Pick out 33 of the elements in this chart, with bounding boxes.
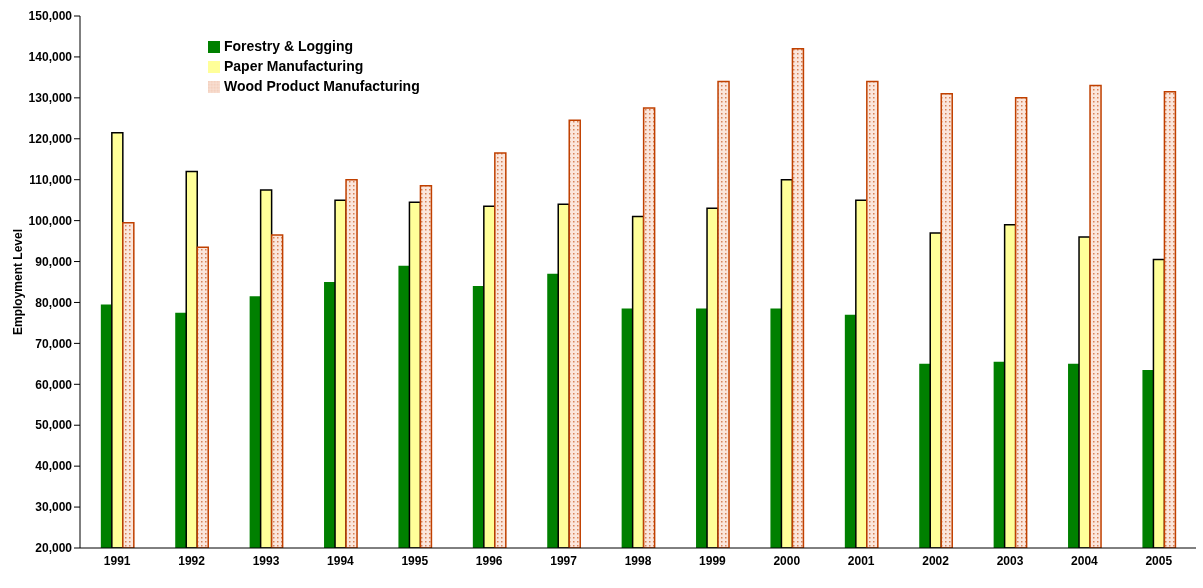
x-tick-label: 2000 <box>773 553 801 568</box>
y-tick-label: 40,000 <box>35 459 73 474</box>
x-tick-label: 1991 <box>103 553 131 568</box>
y-tick-label: 70,000 <box>35 336 73 351</box>
y-tick-label: 130,000 <box>28 91 73 106</box>
y-tick-label: 100,000 <box>28 213 73 228</box>
x-tick-label: 2003 <box>996 553 1024 568</box>
legend-label: Forestry & Logging <box>224 38 354 54</box>
x-tick-label: 1996 <box>475 553 503 568</box>
y-tick-label: 140,000 <box>28 50 73 65</box>
legend-label: Wood Product Manufacturing <box>224 78 420 94</box>
y-axis-title: Employment Level <box>11 228 26 336</box>
x-tick-label: 2004 <box>1071 553 1099 568</box>
y-tick-label: 80,000 <box>35 295 73 310</box>
x-tick-label: 2005 <box>1145 553 1173 568</box>
x-tick-label: 2001 <box>847 553 875 568</box>
y-tick-label: 60,000 <box>35 377 73 392</box>
x-tick-label: 1999 <box>699 553 727 568</box>
x-tick-label: 1997 <box>550 553 578 568</box>
y-tick-label: 50,000 <box>35 418 73 433</box>
x-tick-label: 1993 <box>252 553 280 568</box>
y-tick-label: 110,000 <box>29 172 73 187</box>
x-tick-label: 1995 <box>401 553 429 568</box>
y-tick-label: 120,000 <box>28 132 73 147</box>
x-tick-label: 2002 <box>922 553 950 568</box>
x-tick-label: 1998 <box>624 553 652 568</box>
x-tick-label: 1994 <box>327 553 355 568</box>
y-tick-label: 90,000 <box>35 254 73 269</box>
legend-label: Paper Manufacturing <box>224 58 364 74</box>
x-tick-label: 1992 <box>178 553 206 568</box>
y-tick-label: 150,000 <box>28 9 73 24</box>
y-tick-label: 30,000 <box>35 500 73 515</box>
y-tick-label: 20,000 <box>35 541 73 556</box>
